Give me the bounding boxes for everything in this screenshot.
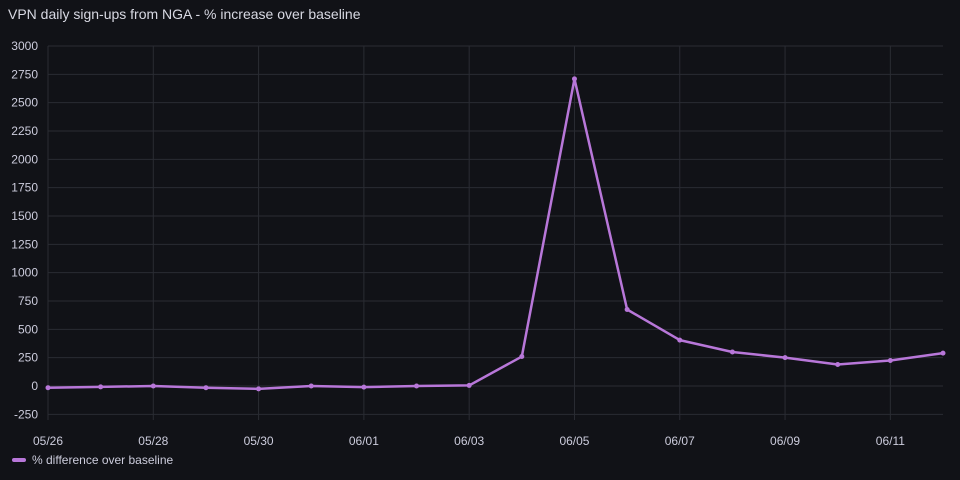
y-tick-label: 1500 [11,209,38,223]
legend-label: % difference over baseline [32,453,174,467]
data-point[interactable] [940,350,946,356]
x-tick-label: 05/26 [33,434,63,448]
y-tick-label: 2000 [11,152,38,166]
y-tick-label: 0 [31,379,38,393]
data-point[interactable] [624,307,630,312]
y-tick-label: 250 [18,351,38,365]
data-point[interactable] [782,355,788,361]
y-tick-label: 2750 [11,67,38,81]
data-point[interactable] [203,385,209,391]
line-chart: -250 0 250 500 750 1000 1250 1500 1750 2000 2250 25… [11,39,946,448]
y-tick-label: 500 [18,322,38,336]
y-tick-label: 3000 [11,39,38,53]
legend-swatch-icon [12,458,26,462]
data-point[interactable] [571,76,577,82]
x-tick-label: 06/05 [559,434,589,448]
y-tick-label: 1250 [11,237,38,251]
x-tick-label: 06/07 [665,434,695,448]
data-point[interactable] [256,386,262,392]
y-tick-label: 1750 [11,181,38,195]
data-point[interactable] [98,384,104,390]
data-point[interactable] [677,337,683,343]
x-tick-label: 06/01 [349,434,379,448]
data-point[interactable] [308,383,314,389]
y-tick-label: -250 [14,407,38,421]
x-tick-label: 06/09 [770,434,800,448]
x-tick-label: 06/03 [454,434,484,448]
data-point[interactable] [150,383,156,389]
data-point[interactable] [887,358,893,363]
data-point[interactable] [466,382,472,388]
series-line[interactable] [46,77,945,391]
x-tick-label: 05/28 [138,434,168,448]
x-tick-label: 06/11 [876,434,905,448]
data-point[interactable] [361,384,367,390]
data-point[interactable] [729,349,735,355]
data-point[interactable] [45,385,51,391]
x-tick-label: 05/30 [244,434,274,448]
data-point[interactable] [835,361,841,367]
y-tick-label: 750 [18,294,38,308]
y-tick-label: 2250 [11,124,38,138]
y-tick-label: 2500 [11,96,38,110]
data-point[interactable] [414,383,420,389]
legend[interactable]: % difference over baseline [12,453,173,467]
panel-title: VPN daily sign-ups from NGA - % increase… [8,6,361,22]
y-tick-label: 1000 [11,266,38,280]
data-point[interactable] [519,354,525,360]
